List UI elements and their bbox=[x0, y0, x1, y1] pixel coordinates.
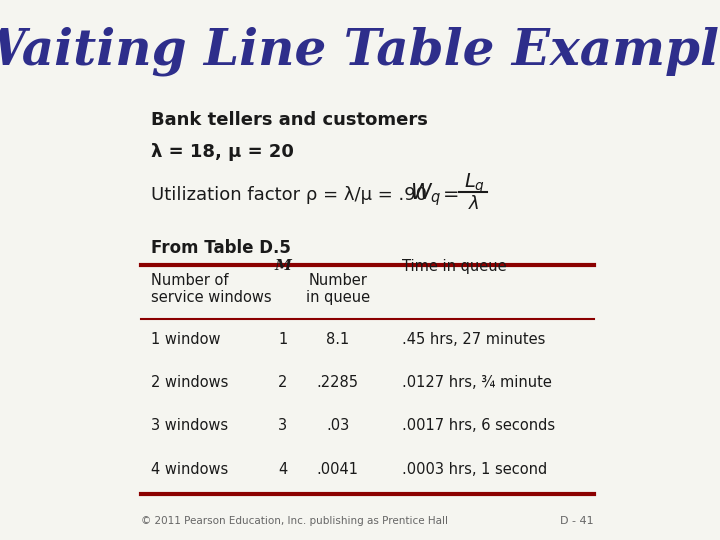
Text: Number
in queue: Number in queue bbox=[305, 273, 369, 305]
Text: 3 windows: 3 windows bbox=[151, 418, 228, 434]
Text: D - 41: D - 41 bbox=[560, 516, 594, 526]
Text: .03: .03 bbox=[326, 418, 349, 434]
Text: 4: 4 bbox=[279, 462, 287, 477]
Text: $\lambda$: $\lambda$ bbox=[469, 195, 480, 213]
Text: 3: 3 bbox=[279, 418, 287, 434]
Text: 2 windows: 2 windows bbox=[151, 375, 228, 390]
Text: 1: 1 bbox=[279, 332, 287, 347]
Text: .0017 hrs, 6 seconds: .0017 hrs, 6 seconds bbox=[402, 418, 555, 434]
Text: $=$: $=$ bbox=[438, 184, 459, 201]
Text: From Table D.5: From Table D.5 bbox=[151, 239, 291, 256]
Text: .0003 hrs, 1 second: .0003 hrs, 1 second bbox=[402, 462, 547, 477]
Text: Waiting Line Table Example: Waiting Line Table Example bbox=[0, 27, 720, 77]
Text: Number of
service windows: Number of service windows bbox=[151, 273, 272, 305]
Text: Utilization factor ρ = λ/μ = .90: Utilization factor ρ = λ/μ = .90 bbox=[151, 186, 427, 204]
Text: 8.1: 8.1 bbox=[326, 332, 349, 347]
Text: Time in queue: Time in queue bbox=[402, 259, 507, 274]
Text: $L_q$: $L_q$ bbox=[464, 172, 485, 196]
Text: .2285: .2285 bbox=[317, 375, 359, 390]
Text: 4 windows: 4 windows bbox=[151, 462, 228, 477]
Text: $W_q$: $W_q$ bbox=[410, 181, 441, 208]
Text: © 2011 Pearson Education, Inc. publishing as Prentice Hall: © 2011 Pearson Education, Inc. publishin… bbox=[141, 516, 449, 526]
Text: Bank tellers and customers: Bank tellers and customers bbox=[151, 111, 428, 129]
Text: 2: 2 bbox=[278, 375, 287, 390]
Text: .45 hrs, 27 minutes: .45 hrs, 27 minutes bbox=[402, 332, 546, 347]
Text: 1 window: 1 window bbox=[151, 332, 221, 347]
Text: λ = 18, μ = 20: λ = 18, μ = 20 bbox=[151, 143, 294, 161]
Text: .0041: .0041 bbox=[317, 462, 359, 477]
Text: .0127 hrs, ¾ minute: .0127 hrs, ¾ minute bbox=[402, 375, 552, 390]
Text: M: M bbox=[274, 259, 292, 273]
